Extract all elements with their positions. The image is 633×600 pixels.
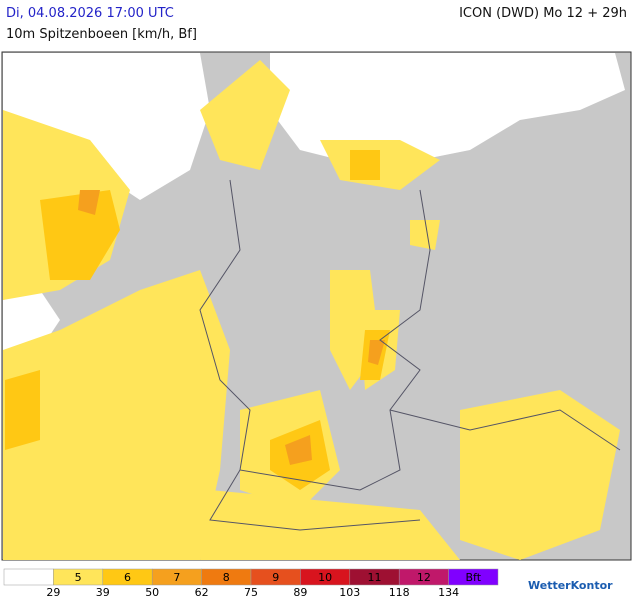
legend-label: 6 [124,571,131,584]
baltic-sea [270,53,625,160]
legend-threshold: 134 [438,586,459,599]
legend-threshold: 29 [46,586,60,599]
legend-threshold: 50 [145,586,159,599]
legend-label: 12 [417,571,431,584]
legend-label: Bft [466,571,482,584]
legend-threshold: 39 [96,586,110,599]
legend-threshold: 89 [293,586,307,599]
borders [199,179,621,531]
datetime: Di, 04.08.2026 17:00 UTC [6,6,174,21]
legend-label: 5 [75,571,82,584]
model-run: ICON (DWD) Mo 12 + 29h [459,6,627,21]
legend-label: 8 [223,571,230,584]
legend-threshold: 75 [244,586,258,599]
legend-threshold: 118 [389,586,410,599]
legend-label: 7 [173,571,180,584]
legend-label: 11 [368,571,382,584]
legend-threshold: 62 [195,586,209,599]
gust-areas-strong [5,150,390,490]
legend-swatch [448,568,499,586]
legend-label: 10 [318,571,332,584]
legend-swatch [3,568,54,586]
logo: WetterKontor [528,579,613,592]
subtitle: 10m Spitzenboeen [km/h, Bf] [6,27,197,42]
gust-areas-peak [78,190,385,465]
legend-threshold: 103 [339,586,360,599]
channel [3,290,60,360]
map [1,51,632,561]
legend-label: 9 [272,571,279,584]
